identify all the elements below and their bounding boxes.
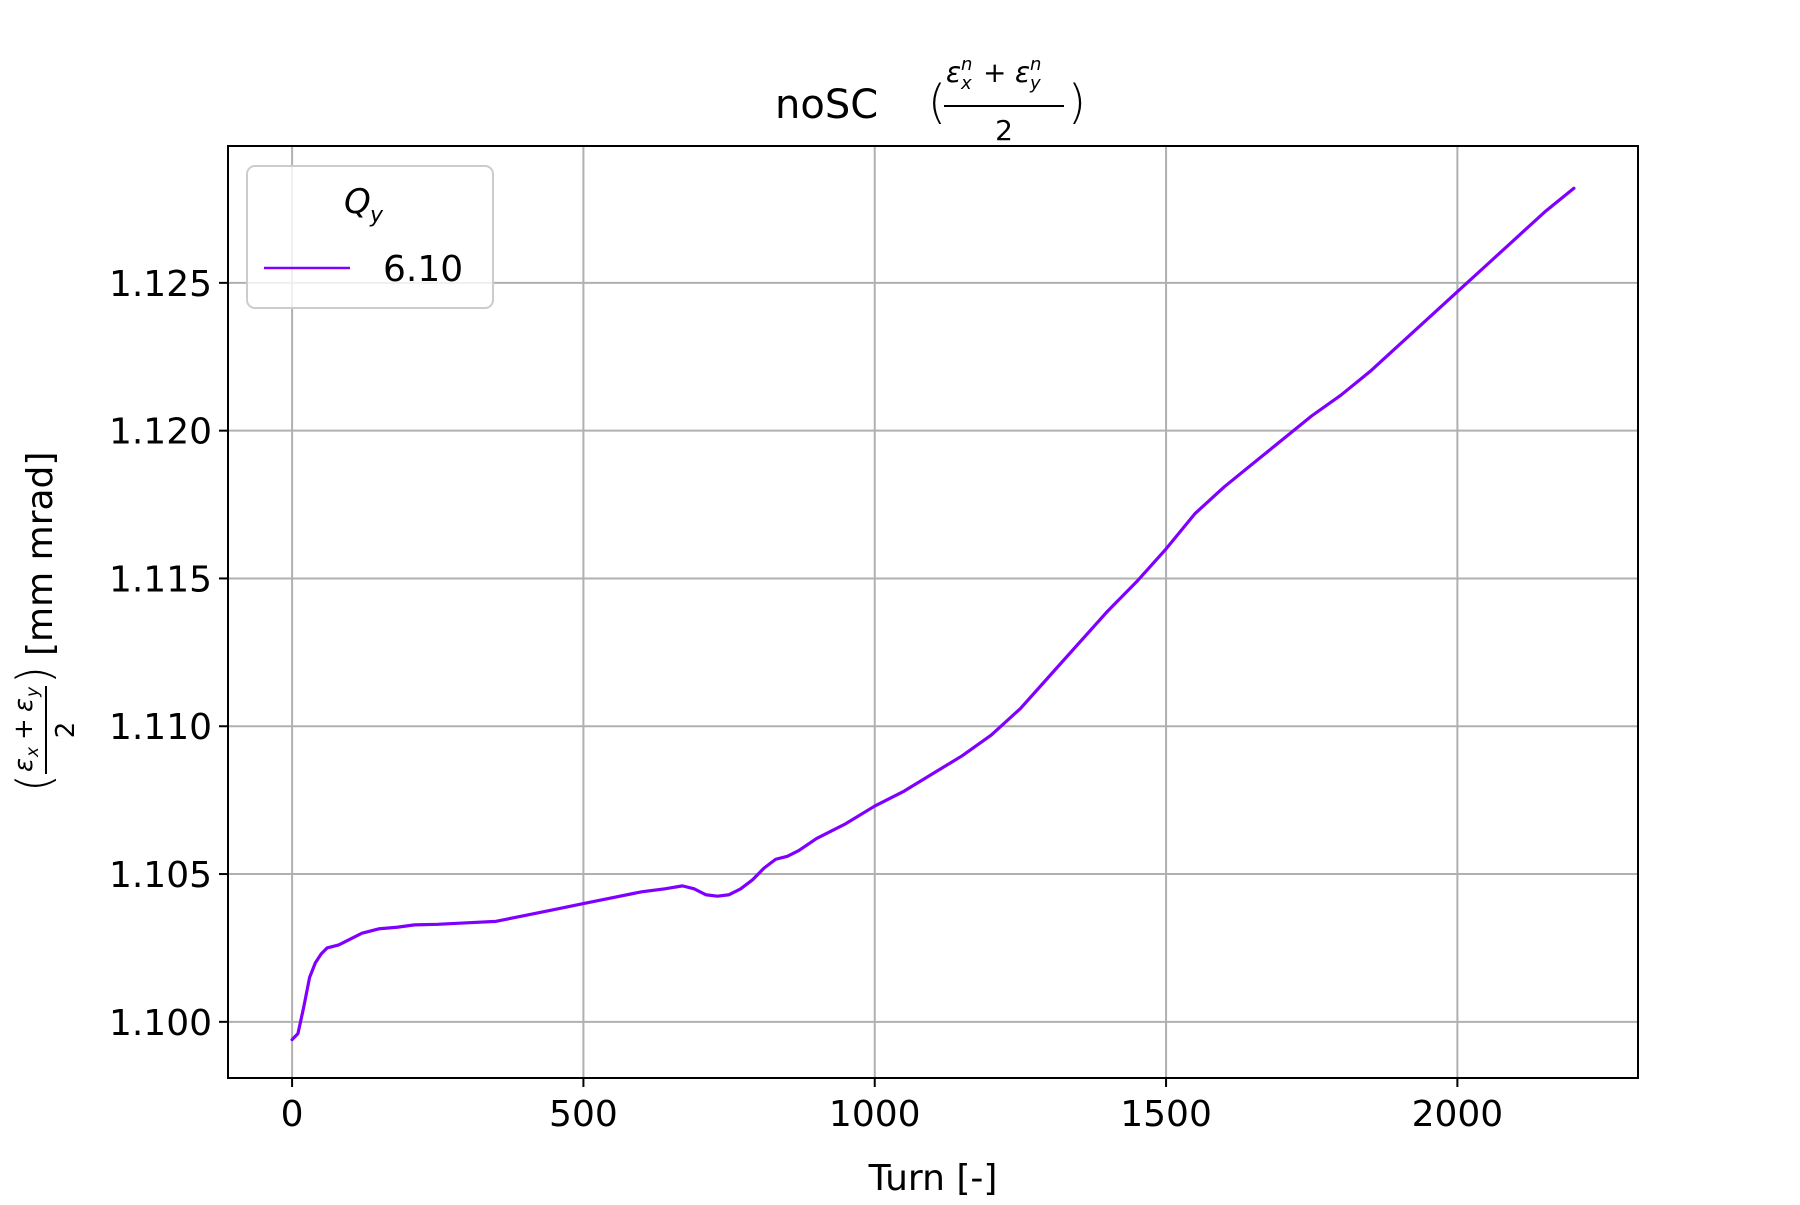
title-eps-x-sup: n [961,54,972,75]
y-tick-label: 1.100 [109,1003,212,1044]
series-layer [290,186,1576,1042]
chart-title: noSC ( ε x n + ε y n 2 ) [775,54,1086,147]
y-axis-ticks: 1.100 1.105 1.110 1.115 1.120 1.125 [109,264,228,1044]
title-eps-y-sub: y [1029,73,1041,94]
title-eps-x: ε [946,56,961,89]
y-tick-label: 1.125 [109,264,212,305]
legend-entry-label: 6.10 [383,249,463,290]
ylabel-denominator: 2 [51,722,81,739]
y-tick-label: 1.105 [109,855,212,896]
x-tick-label: 0 [281,1094,304,1135]
ylabel-sub-y: y [23,686,43,698]
grid [228,146,1638,1078]
title-plus: + [983,56,1006,89]
x-tick-label: 2000 [1412,1094,1504,1135]
ylabel-right-paren: ) [7,666,61,684]
ylabel-eps-y: ε [9,698,39,712]
y-tick-label: 1.110 [109,707,212,748]
x-axis-ticks: 0 500 1000 1500 2000 [281,1078,1504,1135]
x-tick-label: 500 [549,1094,618,1135]
y-tick-label: 1.120 [109,412,212,453]
legend: Q y 6.10 [246,165,494,309]
ylabel-units: [mm mrad] [20,452,61,656]
title-denominator: 2 [995,114,1013,147]
ylabel-left-paren: ( [7,774,61,792]
legend-title: Q [344,182,371,222]
legend-title-sub: y [369,203,384,228]
plot-frame [227,145,1639,1079]
x-tick-label: 1000 [829,1094,921,1135]
y-axis-label: ( ε x + ε y 2 ) [mm mrad] [7,452,81,792]
title-text: noSC [775,82,878,128]
y-tick-label: 1.115 [109,559,212,600]
series-line-0 [290,186,1576,1042]
title-right-paren: ) [1068,75,1086,129]
x-tick-label: 1500 [1120,1094,1212,1135]
title-eps-y-sup: n [1030,54,1041,75]
legend-box [246,165,494,309]
title-eps-x-sub: x [960,73,972,94]
title-left-paren: ( [928,75,946,129]
ylabel-eps-x: ε [9,758,39,772]
ylabel-plus: + [9,718,39,740]
title-eps-y: ε [1015,56,1030,89]
x-axis-label: Turn [-] [868,1158,998,1199]
ylabel-sub-x: x [23,746,43,758]
